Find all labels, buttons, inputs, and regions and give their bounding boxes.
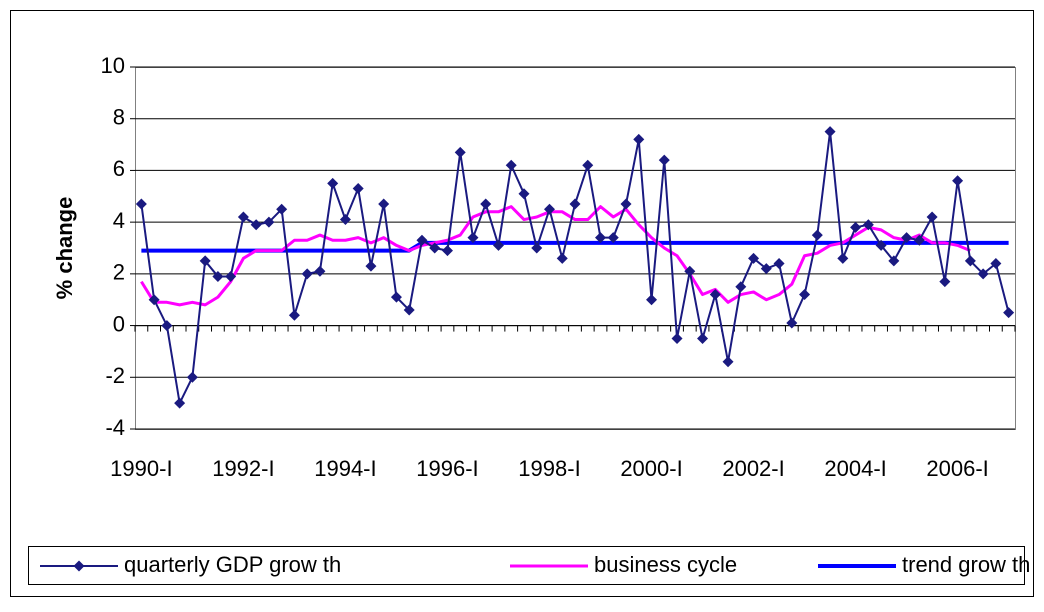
y-axis-label: % change (52, 197, 77, 300)
data-point (378, 198, 390, 210)
data-point (556, 252, 568, 264)
data-point (939, 276, 951, 288)
data-point (901, 232, 913, 244)
data-point (480, 198, 492, 210)
data-point (735, 281, 747, 293)
data-point (301, 268, 313, 280)
data-point (684, 265, 696, 277)
data-point (1003, 307, 1015, 319)
data-point (786, 317, 798, 329)
data-point (429, 242, 441, 254)
y-tick-label: 0 (113, 311, 125, 336)
data-point (697, 333, 709, 344)
y-tick-label: 10 (101, 53, 125, 78)
chart-frame (10, 10, 1034, 597)
x-tick-label: 2002-I (722, 456, 784, 481)
y-tick-label: -2 (105, 363, 125, 388)
data-point (186, 371, 198, 383)
y-tick-label: 6 (113, 156, 125, 181)
data-point (722, 356, 734, 368)
data-point (709, 289, 721, 301)
data-point (518, 188, 530, 200)
data-point (403, 304, 415, 316)
data-point (148, 294, 160, 306)
data-point (875, 239, 887, 251)
data-point (595, 232, 607, 244)
data-point (748, 252, 760, 264)
legend-label: trend grow th (902, 552, 1030, 577)
data-point (824, 126, 836, 138)
data-point (837, 252, 849, 264)
data-point (492, 239, 504, 251)
data-point (543, 203, 555, 215)
data-point (263, 216, 275, 228)
data-point (569, 198, 581, 210)
data-point (607, 232, 619, 244)
data-point (288, 309, 300, 321)
data-point (990, 258, 1002, 270)
data-point (135, 198, 147, 210)
x-tick-label: 2000-I (620, 456, 682, 481)
series-line (140, 130, 1010, 405)
data-point (773, 258, 785, 270)
data-point (964, 255, 976, 267)
data-point (888, 255, 900, 267)
data-point (799, 289, 811, 301)
data-point (161, 320, 173, 332)
data-point (199, 255, 211, 267)
legend-label: quarterly GDP grow th (124, 552, 341, 577)
x-tick-label: 1990-I (110, 456, 172, 481)
data-point (952, 175, 964, 187)
data-point (531, 242, 543, 254)
x-tick-label: 1992-I (212, 456, 274, 481)
data-point (454, 146, 466, 158)
data-point (390, 291, 402, 303)
data-point (237, 211, 249, 223)
x-tick-label: 1998-I (518, 456, 580, 481)
data-point (250, 219, 262, 231)
data-point (352, 183, 364, 195)
data-point (977, 268, 989, 280)
data-point (441, 245, 453, 257)
data-point (467, 232, 479, 244)
data-point (225, 270, 237, 282)
legend-label: business cycle (594, 552, 737, 577)
data-point (212, 270, 224, 282)
data-point (582, 159, 594, 171)
legend (28, 546, 1025, 585)
data-point (339, 214, 351, 226)
x-tick-label: 2004-I (824, 456, 886, 481)
data-point (913, 234, 925, 246)
data-point (926, 211, 938, 223)
y-tick-label: 2 (113, 260, 125, 285)
series-line (140, 205, 971, 307)
data-point (365, 260, 377, 272)
y-tick-label: -4 (105, 415, 125, 440)
data-point (276, 203, 288, 215)
data-point (760, 263, 772, 275)
data-point (658, 154, 670, 166)
data-point (620, 198, 632, 210)
y-tick-label: 8 (113, 105, 125, 130)
data-point (671, 333, 683, 344)
x-tick-label: 1996-I (416, 456, 478, 481)
data-point (505, 159, 517, 171)
y-tick-label: 4 (113, 208, 125, 233)
legend-marker (73, 560, 85, 572)
data-point (862, 219, 874, 231)
x-tick-label: 2006-I (926, 456, 988, 481)
x-tick-label: 1994-I (314, 456, 376, 481)
data-point (416, 234, 428, 246)
data-point (327, 177, 339, 189)
data-point (633, 133, 645, 145)
data-point (850, 221, 862, 233)
data-point (811, 229, 823, 241)
data-point (314, 265, 326, 277)
data-point (174, 397, 186, 409)
data-point (646, 294, 658, 306)
